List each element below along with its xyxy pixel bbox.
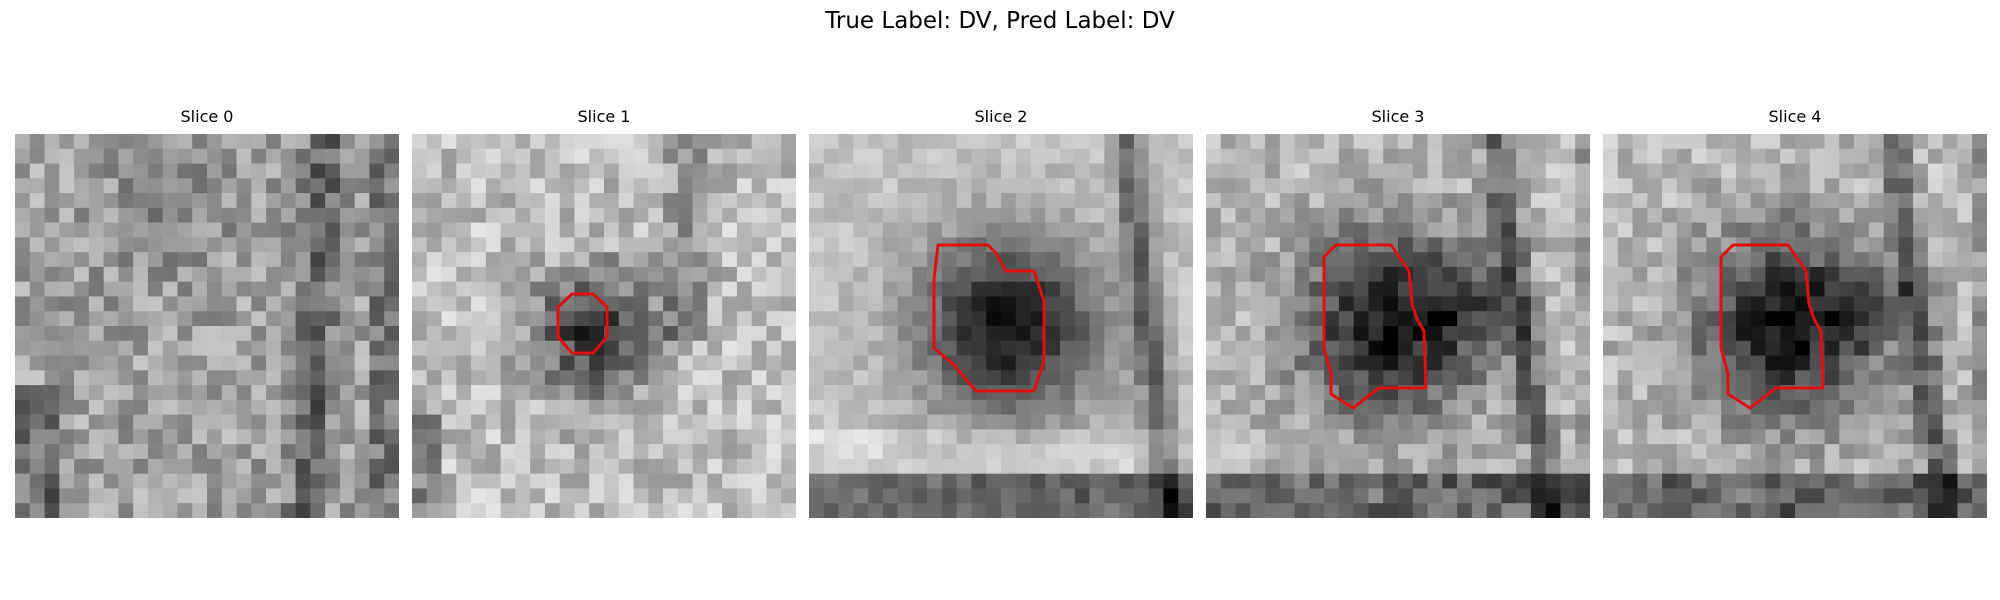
slice-title: Slice 2 bbox=[809, 107, 1193, 127]
slice-image bbox=[15, 134, 399, 518]
slice-panel-3: Slice 3 bbox=[1206, 107, 1590, 520]
slice-panel-2: Slice 2 bbox=[809, 107, 1193, 520]
pixel-grid bbox=[1603, 134, 1987, 518]
slice-panel-1: Slice 1 bbox=[412, 107, 796, 520]
slice-image bbox=[412, 134, 796, 518]
slice-image bbox=[1603, 134, 1987, 518]
slice-title: Slice 1 bbox=[412, 107, 796, 127]
slice-title: Slice 4 bbox=[1603, 107, 1987, 127]
pixel-grid bbox=[15, 134, 399, 518]
slice-image bbox=[1206, 134, 1590, 518]
slice-panel-0: Slice 0 bbox=[15, 107, 399, 520]
figure-title: True Label: DV, Pred Label: DV bbox=[0, 6, 2000, 36]
pixel-grid bbox=[809, 134, 1193, 518]
slice-title: Slice 3 bbox=[1206, 107, 1590, 127]
slice-image bbox=[809, 134, 1193, 518]
slice-title: Slice 0 bbox=[15, 107, 399, 127]
pixel-grid bbox=[1206, 134, 1590, 518]
pixel-grid bbox=[412, 134, 796, 518]
slice-panel-4: Slice 4 bbox=[1603, 107, 1987, 520]
